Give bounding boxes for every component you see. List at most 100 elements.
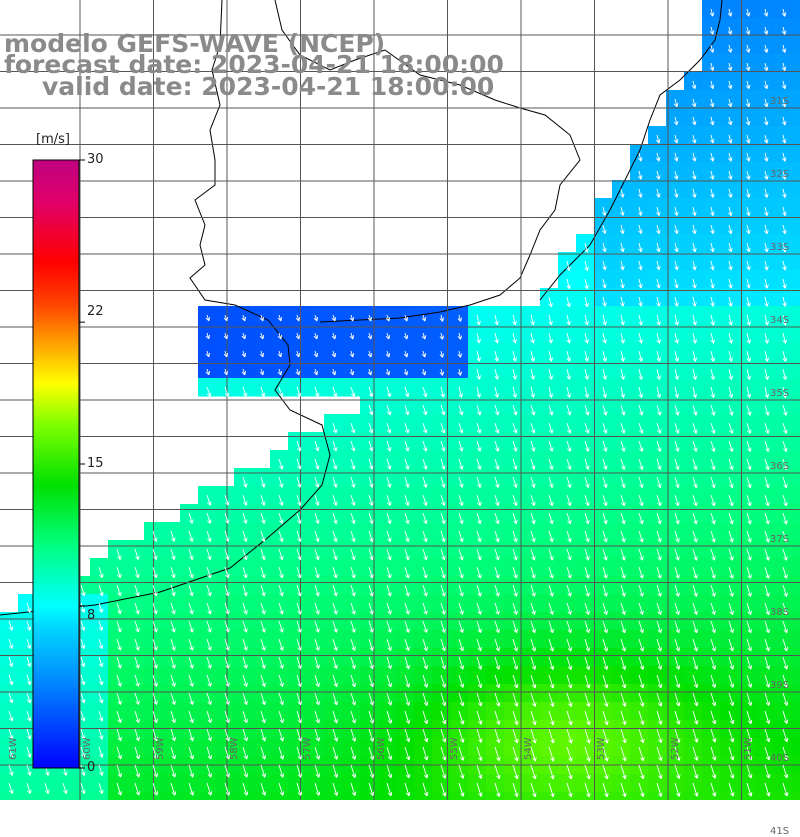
wind-cell: [612, 792, 631, 800]
wind-cell: [792, 540, 800, 559]
wind-cell: [792, 630, 800, 649]
wind-cell: [504, 792, 523, 800]
wind-cell: [792, 36, 800, 55]
wind-cell: [792, 234, 800, 253]
title-model: modelo GEFS-WAVE (NCEP): [4, 29, 386, 58]
wind-cell: [792, 54, 800, 73]
wind-cell: [792, 126, 800, 145]
lon-label: 52W: [669, 737, 681, 760]
wind-cell: [792, 432, 800, 451]
colorbar-label-8: 8: [87, 608, 96, 623]
wind-cell: [558, 792, 577, 800]
lon-label: 60W: [81, 737, 93, 760]
lat-label: 37S: [770, 534, 790, 545]
wind-cell: [414, 792, 433, 800]
wind-cell: [792, 396, 800, 415]
wind-cell: [792, 378, 800, 397]
wind-cell: [720, 792, 739, 800]
lon-label: 53W: [596, 737, 607, 760]
lat-label: 40S: [770, 753, 790, 764]
wind-cell: [576, 792, 595, 800]
lat-label: 34S: [770, 315, 790, 326]
wind-cell: [378, 792, 397, 800]
wind-cell: [270, 792, 289, 800]
wind-cell: [396, 792, 415, 800]
wind-cell: [306, 792, 325, 800]
lat-label: 38S: [770, 607, 790, 618]
wind-cell: [792, 774, 800, 793]
colorbar-label-30: 30: [87, 152, 104, 167]
wind-cell: [432, 792, 451, 800]
wind-cell: [792, 180, 800, 199]
wind-cell: [792, 666, 800, 685]
wind-cell: [108, 792, 127, 800]
colorbar-label-22: 22: [87, 304, 104, 319]
wind-cell: [792, 486, 800, 505]
colorbar-units: [m/s]: [36, 132, 70, 147]
wind-cell: [774, 792, 793, 800]
wind-cell: [792, 720, 800, 739]
lon-label: 59W: [155, 737, 166, 760]
wind-cell: [72, 792, 91, 800]
wind-cell: [792, 450, 800, 469]
wind-cell: [792, 216, 800, 235]
wind-cell: [216, 792, 235, 800]
wind-cell: [792, 198, 800, 217]
wind-cell: [792, 648, 800, 667]
wind-cell: [288, 792, 307, 800]
wind-cell: [18, 792, 37, 800]
wind-cell: [792, 576, 800, 595]
lon-label: 57W: [302, 737, 313, 760]
wind-cell: [792, 342, 800, 361]
wind-cell: [594, 792, 613, 800]
wind-cell: [792, 252, 800, 271]
colorbar: [32, 159, 85, 769]
lat-label: 36S: [770, 461, 790, 472]
wind-cell: [198, 792, 217, 800]
wind-cell: [126, 792, 145, 800]
title-valid-date: valid date: 2023-04-21 18:00:00: [42, 72, 495, 101]
wind-cell: [702, 792, 721, 800]
wind-cell: [792, 108, 800, 127]
wind-cell: [324, 792, 343, 800]
lat-label: 32S: [770, 169, 790, 180]
wind-cell: [792, 144, 800, 163]
wind-cell: [90, 792, 109, 800]
lon-label: 51W: [743, 737, 754, 760]
wind-cell: [792, 270, 800, 289]
lat-label: 39S: [770, 680, 790, 691]
lat-label: 35S: [770, 388, 790, 399]
wind-cell: [468, 792, 487, 800]
wind-cell: [630, 792, 649, 800]
wind-cell: [648, 792, 667, 800]
wind-cell: [756, 792, 775, 800]
wind-speed-map: [0, 0, 800, 800]
wind-cell: [792, 612, 800, 631]
wind-cell: [792, 684, 800, 703]
wind-cell: [666, 792, 685, 800]
wind-cell: [792, 324, 800, 343]
wind-cell: [792, 504, 800, 523]
wind-cell: [792, 288, 800, 307]
wind-cell: [792, 0, 800, 19]
wind-cell: [450, 792, 469, 800]
wind-cell: [360, 792, 379, 800]
wind-cell: [252, 792, 271, 800]
wind-cell: [792, 306, 800, 325]
lat-label: 41S: [770, 826, 790, 837]
wind-cell: [738, 792, 757, 800]
lon-label: 54W: [522, 737, 534, 760]
wind-cell: [792, 522, 800, 541]
wind-cell: [486, 792, 505, 800]
wind-cell: [792, 558, 800, 577]
wind-cell: [180, 792, 199, 800]
wind-cell: [792, 90, 800, 109]
wind-cell: [522, 792, 541, 800]
wind-cell: [540, 792, 559, 800]
lon-label: 56W: [375, 737, 387, 760]
wind-cell: [792, 72, 800, 91]
lon-label: 58W: [228, 737, 240, 760]
lat-label: 33S: [770, 242, 790, 253]
wind-cell: [54, 792, 73, 800]
wind-cell: [36, 792, 55, 800]
